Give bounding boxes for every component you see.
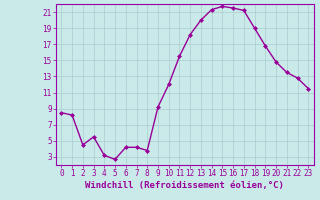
X-axis label: Windchill (Refroidissement éolien,°C): Windchill (Refroidissement éolien,°C) xyxy=(85,181,284,190)
